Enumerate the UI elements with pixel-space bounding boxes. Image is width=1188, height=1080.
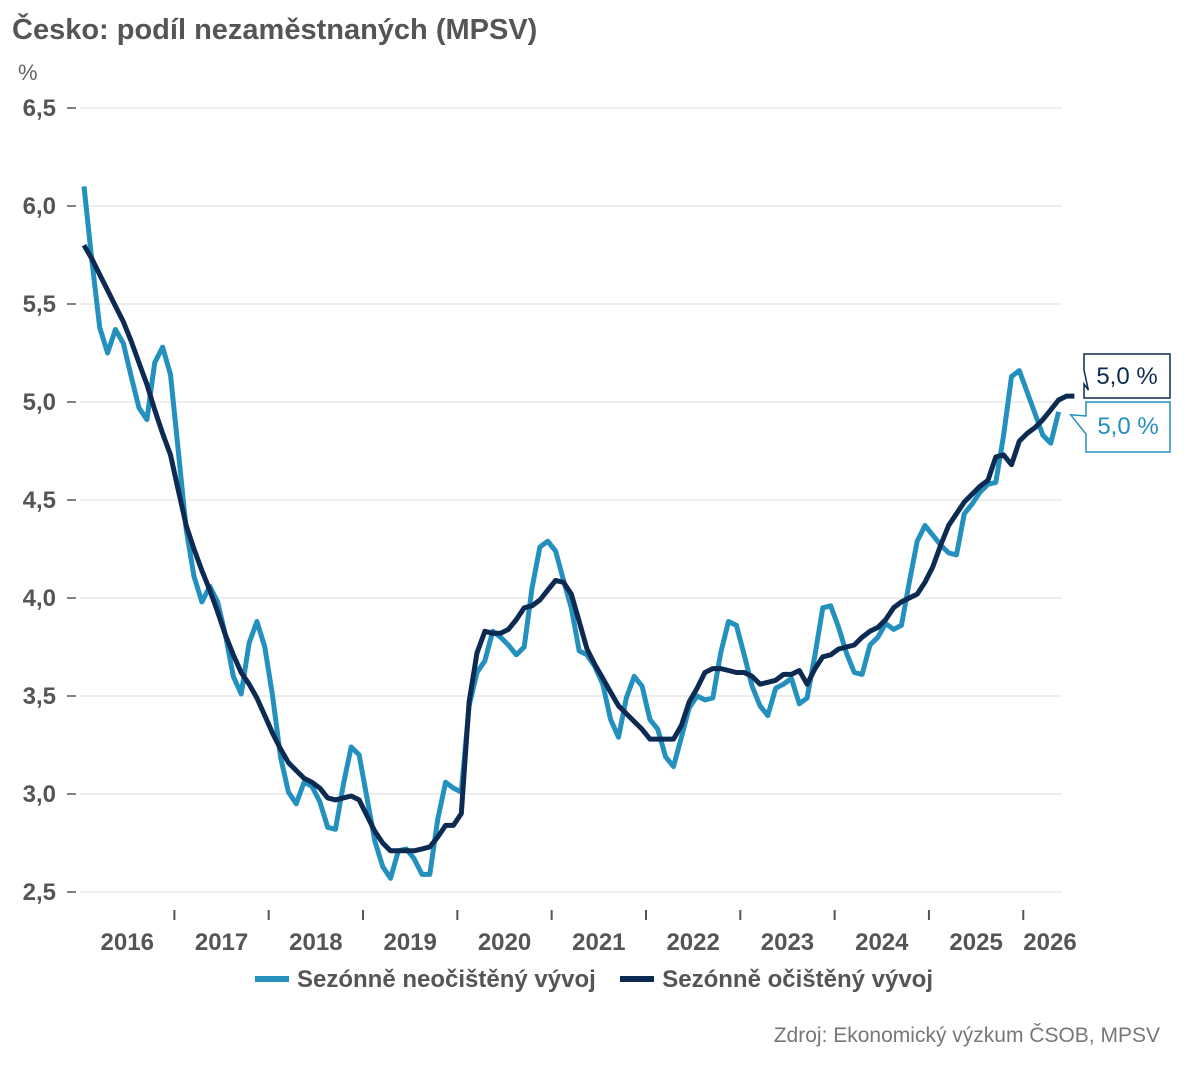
callouts: 5,0 % 5,0 % <box>1068 353 1171 453</box>
x-tick-label: 2023 <box>761 929 814 956</box>
y-tick-label: 3,0 <box>23 781 56 808</box>
y-tick-label: 3,5 <box>23 683 56 710</box>
source-note: Zdroj: Ekonomický výzkum ČSOB, MPSV <box>773 1024 1160 1047</box>
x-tick-label: 2019 <box>383 929 436 956</box>
legend-swatch-sa <box>620 975 655 982</box>
chart-title: Česko: podíl nezaměstnaných (MPSV) <box>12 14 538 46</box>
series-line-sa <box>81 243 1075 854</box>
y-axis-unit: % <box>18 60 38 85</box>
y-tick-label: 4,0 <box>23 585 56 612</box>
callout-box-nsa <box>1068 401 1171 453</box>
legend-label-nsa: Sezónně neočištěný vývoj <box>297 966 596 993</box>
legend: Sezónně neočištěný vývoj Sezónně očištěn… <box>0 966 1188 994</box>
x-tick-label: 2016 <box>101 929 154 956</box>
legend-label-sa: Sezónně očištěný vývoj <box>662 966 933 993</box>
legend-swatch-nsa <box>255 975 289 982</box>
x-tick-label: 2025 <box>949 929 1002 956</box>
y-tick-label: 4,5 <box>23 487 56 514</box>
callout-label-nsa: 5,0 % <box>1097 413 1158 440</box>
callout-box-sa <box>1083 353 1171 399</box>
x-tick-label: 2021 <box>572 929 625 956</box>
y-tick-label: 2,5 <box>23 879 56 906</box>
y-tick-label: 5,0 <box>23 389 56 416</box>
y-axis: 2,5 3,0 3,5 4,0 4,5 5,0 5,5 6,0 6,5 <box>23 95 76 906</box>
series-line-nsa <box>81 186 1062 881</box>
x-tick-label: 2017 <box>195 929 248 956</box>
x-axis: 2016 2017 2018 2019 2020 2021 2022 2023 2024 2025… <box>101 910 1077 956</box>
series <box>81 186 1075 881</box>
grid <box>80 107 1062 893</box>
x-tick-label: 2022 <box>666 929 719 956</box>
x-tick-label: 2024 <box>855 929 909 956</box>
y-tick-label: 6,0 <box>23 193 56 220</box>
x-tick-label: 2020 <box>478 929 531 956</box>
line-chart: 2,5 3,0 3,5 4,0 4,5 5,0 5,5 6,0 6,5 2016 2017 2018… <box>23 95 1171 956</box>
x-tick-label: 2026 <box>1023 929 1076 956</box>
callout-label-sa: 5,0 % <box>1096 363 1157 390</box>
x-tick-label: 2018 <box>289 929 342 956</box>
legend-item-sa: Sezónně očištěný vývoj <box>620 966 933 994</box>
y-tick-label: 5,5 <box>23 291 56 318</box>
y-tick-label: 6,5 <box>23 95 56 122</box>
legend-item-nsa: Sezónně neočištěný vývoj <box>255 966 596 994</box>
